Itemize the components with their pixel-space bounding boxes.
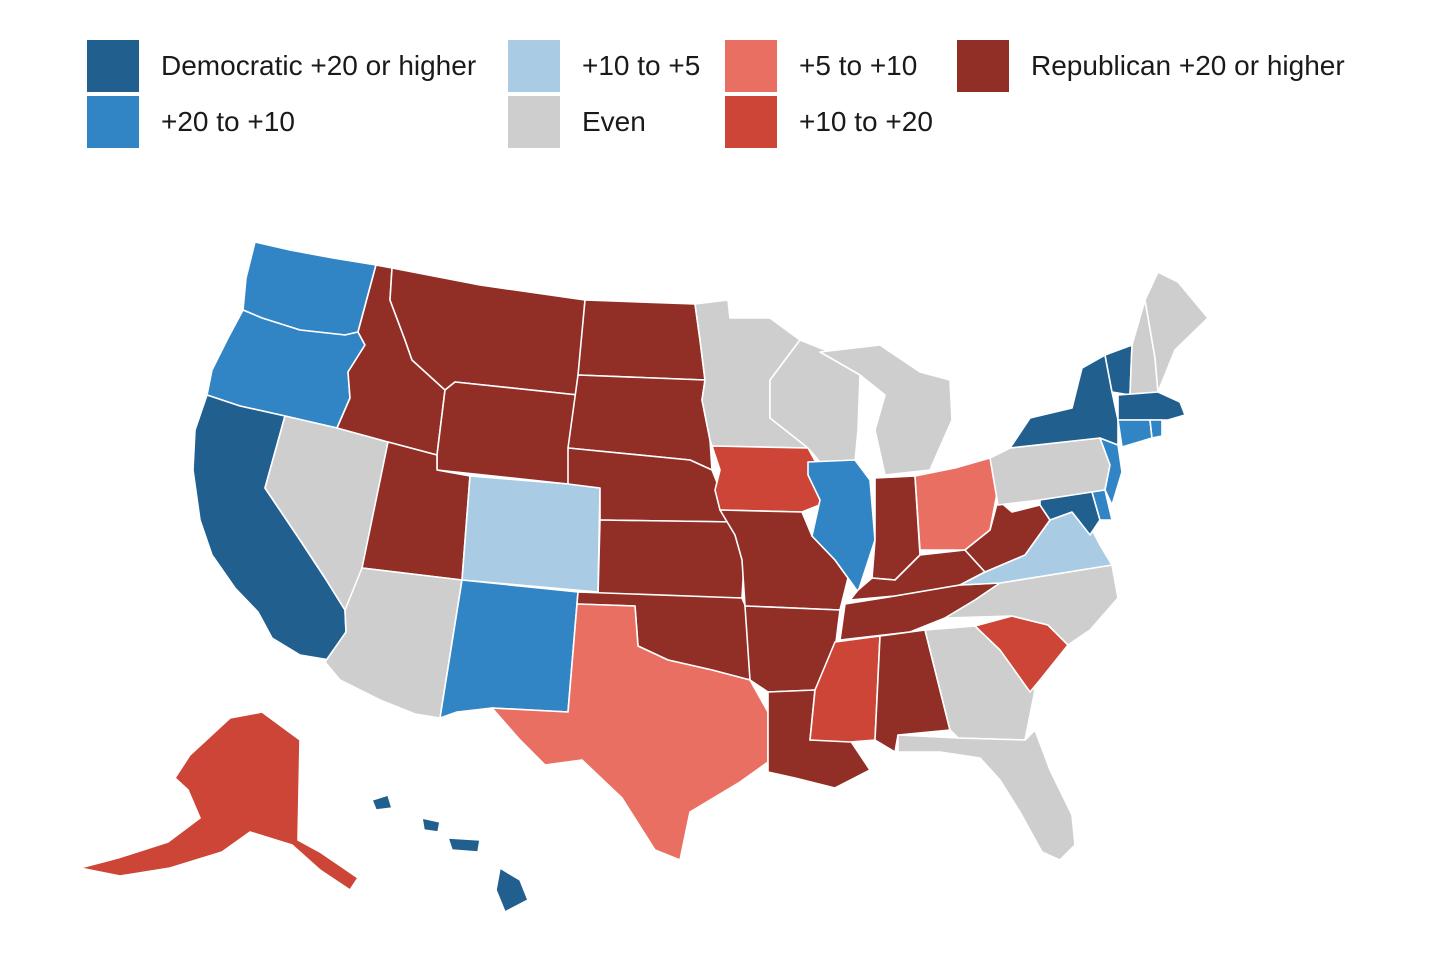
legend-label-dem20: Democratic +20 or higher xyxy=(161,50,477,81)
legend-label-rep10: +10 to +20 xyxy=(799,106,933,137)
state-michigan[interactable] xyxy=(819,344,953,476)
legend-swatch-rep10 xyxy=(725,96,777,148)
state-maine[interactable] xyxy=(1144,271,1209,393)
legend-label-rep20: Republican +20 or higher xyxy=(1031,50,1345,81)
legend-label-dem10: +20 to +10 xyxy=(161,106,295,137)
legend-swatch-dem10 xyxy=(87,96,139,148)
state-north-carolina[interactable] xyxy=(944,564,1119,646)
state-colorado[interactable] xyxy=(461,475,601,593)
legend-label-dem5: +10 to +5 xyxy=(582,50,701,81)
legend-swatch-rep20 xyxy=(957,40,1009,92)
state-connecticut[interactable] xyxy=(1117,419,1153,448)
legend-swatch-dem5 xyxy=(508,40,560,92)
state-massachusetts[interactable] xyxy=(1117,391,1186,421)
legend-item-dem20: Democratic +20 or higher xyxy=(87,40,476,92)
legend-item-rep10: +10 to +20 xyxy=(725,96,933,148)
legend-item-dem5: +10 to +5 xyxy=(508,40,700,92)
state-missouri[interactable] xyxy=(719,509,849,611)
state-wisconsin[interactable] xyxy=(769,339,861,463)
legend-label-even: Even xyxy=(582,106,646,137)
state-florida[interactable] xyxy=(897,729,1076,861)
state-new-mexico[interactable] xyxy=(439,579,579,719)
legend-swatch-rep5 xyxy=(725,40,777,92)
state-ohio[interactable] xyxy=(914,457,999,551)
legend-item-even: Even xyxy=(508,96,646,148)
state-north-dakota[interactable] xyxy=(577,299,706,381)
legend-item-rep20: Republican +20 or higher xyxy=(957,40,1345,92)
map-legend: Democratic +20 or higher +20 to +10 +10 … xyxy=(0,0,1456,170)
state-alaska[interactable] xyxy=(79,711,359,891)
legend-item-rep5: +5 to +10 xyxy=(725,40,917,92)
state-hawaii[interactable] xyxy=(371,794,529,913)
state-rhode-island[interactable] xyxy=(1149,419,1163,439)
legend-item-dem10: +20 to +10 xyxy=(87,96,295,148)
legend-swatch-even xyxy=(508,96,560,148)
state-kansas[interactable] xyxy=(597,519,746,599)
state-illinois[interactable] xyxy=(807,459,876,593)
state-new-york[interactable] xyxy=(1009,354,1119,449)
state-delaware[interactable] xyxy=(1091,489,1113,521)
state-texas[interactable] xyxy=(491,603,769,861)
legend-label-rep5: +5 to +10 xyxy=(799,50,918,81)
state-wyoming[interactable] xyxy=(436,381,579,485)
legend-swatch-dem20 xyxy=(87,40,139,92)
